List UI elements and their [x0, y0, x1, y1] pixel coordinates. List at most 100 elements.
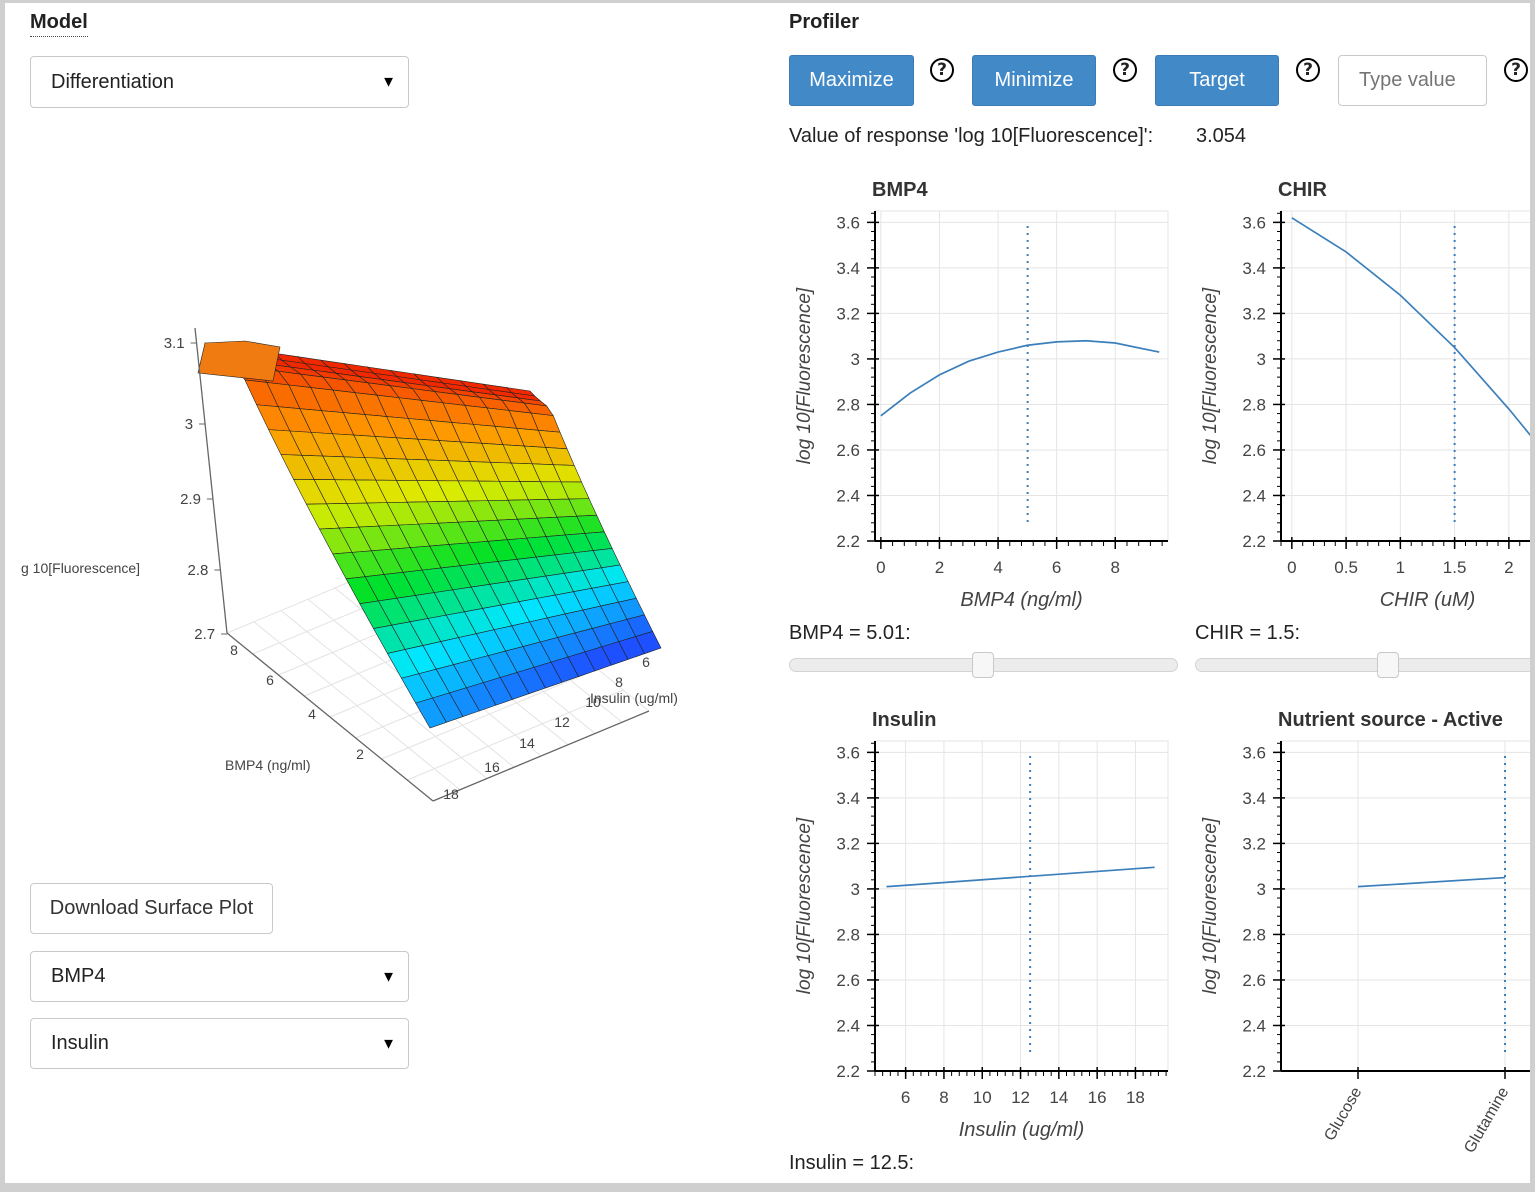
chevron-down-icon: ▼: [381, 73, 396, 91]
target-value-input[interactable]: [1338, 55, 1487, 106]
response-value: 3.054: [1196, 125, 1247, 147]
y-tick-label: 2.2: [836, 1062, 860, 1081]
app-window: Model Differentiation ▼ 3.1 3 2.9 2.8 2.7 g 1…: [5, 3, 1530, 1183]
target-help-icon[interactable]: ?: [1296, 58, 1320, 82]
y-tick-label: 3.2: [836, 304, 860, 323]
chir-slider-label: CHIR = 1.5:: [1195, 622, 1301, 644]
x-tick-label: Glutamine: [1461, 1084, 1512, 1156]
y-tick-label: 2.4: [836, 486, 860, 505]
insulin-tick-label: 14: [519, 735, 535, 751]
insulin-profile-chart[interactable]: Insulin 2.2 2.4 2.6 2.8 3 3.2 3.4 3.6 log 10[Fluo…: [780, 698, 1180, 1148]
z-tick-label: 2.8: [188, 562, 209, 579]
y-tick-label: 3: [1257, 880, 1266, 899]
insulin-tick-label: 18: [443, 786, 459, 802]
bmp4-slider-handle[interactable]: [972, 652, 994, 678]
series-line: [880, 339, 1160, 417]
chevron-down-icon: ▼: [381, 1035, 396, 1052]
grid-lines: [875, 741, 1168, 1072]
y-tick-label: 2.8: [836, 925, 860, 944]
insulin-tick-label: 6: [642, 654, 650, 670]
y-tick-label: 3.6: [1242, 213, 1266, 232]
surface-plot[interactable]: 3.1 3 2.9 2.8 2.7 g 10[Fluorescence] 8 6 4 2 BMP4 …: [5, 303, 745, 823]
bmp4-axis-label: BMP4 (ng/ml): [225, 757, 311, 773]
model-select[interactable]: Differentiation ▼: [30, 56, 409, 108]
surface-lip: [197, 340, 281, 382]
z-tick-label: 2.7: [194, 626, 215, 643]
x-tick-label: 1: [1396, 558, 1405, 577]
nutrient-source-profile-chart[interactable]: Nutrient source - Active 2.2 2.4 2.6 2.8 3 3.2…: [1186, 698, 1530, 1178]
z-tick-label: 3.1: [164, 335, 185, 352]
x-tick-label: 2: [1504, 558, 1513, 577]
chart-title: CHIR: [1278, 179, 1327, 201]
maximize-help-icon[interactable]: ?: [930, 58, 954, 82]
y-variable-select[interactable]: Insulin ▼: [30, 1018, 409, 1069]
x-tick-label: 8: [939, 1088, 948, 1107]
model-select-value: Differentiation: [51, 70, 175, 93]
y-tick-label: 3.4: [836, 789, 860, 808]
x-tick-label: 6: [901, 1088, 910, 1107]
target-value-help-icon[interactable]: ?: [1504, 58, 1528, 82]
y-ticks: [867, 212, 1163, 549]
x-axis-label: CHIR (uM): [1380, 589, 1476, 611]
plot-area: [1280, 740, 1530, 1072]
x-tick-label: 18: [1126, 1088, 1145, 1107]
series-line: [1357, 876, 1506, 888]
z-axis-line: [194, 327, 228, 634]
target-button[interactable]: Target: [1155, 55, 1279, 106]
x-tick-label: 1.5: [1443, 558, 1467, 577]
y-tick-label: 3.4: [1242, 259, 1266, 278]
y-tick-label: 2.2: [1242, 1062, 1266, 1081]
surface-patch: [635, 631, 662, 655]
x-tick-label: Glucose: [1321, 1084, 1365, 1143]
insulin-axis-label: Insulin (ug/ml): [590, 690, 678, 706]
chir-slider-handle[interactable]: [1377, 652, 1399, 678]
x-tick-label: 0: [1287, 558, 1296, 577]
insulin-axis-line: [432, 710, 650, 802]
plot-area: [874, 210, 1169, 542]
grid-lines: [1281, 741, 1530, 1072]
x-tick-label: 8: [1111, 558, 1120, 577]
y-tick-label: 3.2: [1242, 834, 1266, 853]
y-tick-label: 2.6: [836, 971, 860, 990]
y-tick-label: 2.2: [836, 532, 860, 551]
bmp4-tick-label: 6: [266, 672, 274, 688]
z-tick-label: 3: [185, 416, 193, 433]
bmp4-tick-label: 4: [308, 706, 316, 722]
y-tick-label: 3.6: [1242, 743, 1266, 762]
surface-mesh: [197, 340, 662, 729]
y-tick-label: 2.8: [1242, 925, 1266, 944]
chir-slider-track[interactable]: [1195, 658, 1530, 672]
bmp4-slider-label: BMP4 = 5.01:: [789, 622, 911, 644]
bmp4-tick-label: 8: [230, 642, 238, 658]
x-tick-label: 4: [993, 558, 1002, 577]
y-variable-select-value: Insulin: [51, 1032, 109, 1054]
y-axis-label: log 10[Fluorescence]: [794, 287, 815, 464]
floor-grid-line: [381, 668, 598, 760]
y-tick-label: 3: [851, 350, 860, 369]
y-tick-label: 3.6: [836, 213, 860, 232]
chart-title: Insulin: [872, 709, 936, 731]
y-tick-label: 3.4: [836, 259, 860, 278]
x-tick-label: 14: [1049, 1088, 1068, 1107]
bmp4-profile-chart[interactable]: BMP4 2.2 2.4 2.6 2.8 3 3.2 3.4 3.6 log 10[Fluores…: [780, 168, 1180, 618]
download-surface-plot-button[interactable]: Download Surface Plot: [30, 883, 273, 934]
y-tick-label: 2.6: [1242, 971, 1266, 990]
y-tick-label: 2.8: [1242, 395, 1266, 414]
series-line: [1291, 217, 1530, 437]
x-variable-select-value: BMP4: [51, 965, 106, 987]
minimize-help-icon[interactable]: ?: [1113, 58, 1137, 82]
z-tick-label: 2.9: [180, 491, 201, 508]
x-variable-select[interactable]: BMP4 ▼: [30, 951, 409, 1002]
x-tick-label: 2: [935, 558, 944, 577]
x-tick-label: 12: [1011, 1088, 1030, 1107]
insulin-tick-label: 16: [484, 759, 500, 775]
insulin-tick-label: 12: [554, 714, 570, 730]
x-axis-label: BMP4 (ng/ml): [960, 589, 1082, 611]
y-axis-label: log 10[Fluorescence]: [1200, 287, 1221, 464]
minimize-button[interactable]: Minimize: [972, 55, 1096, 106]
chir-profile-chart[interactable]: CHIR 2.2 2.4 2.6 2.8 3 3.2 3.4 3.6 log 10[Fluores…: [1186, 168, 1530, 618]
y-tick-label: 2.6: [1242, 441, 1266, 460]
chevron-down-icon: ▼: [381, 968, 396, 985]
maximize-button[interactable]: Maximize: [789, 55, 914, 106]
y-tick-label: 3: [1257, 350, 1266, 369]
